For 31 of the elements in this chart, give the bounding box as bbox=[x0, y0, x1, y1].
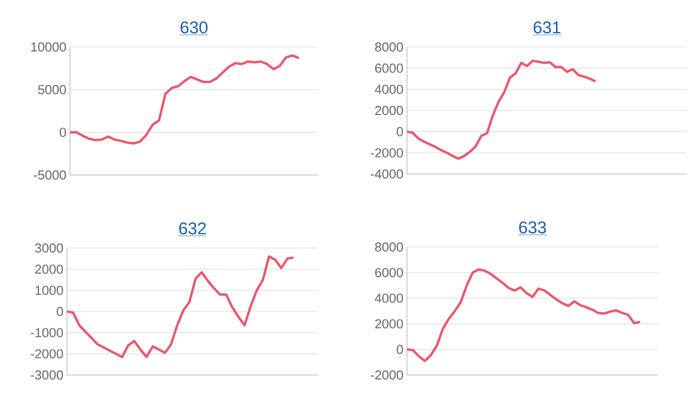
y-tick-label: -1000 bbox=[30, 328, 63, 338]
y-tick-label: 0 bbox=[56, 306, 63, 316]
y-tick-label: -3000 bbox=[30, 370, 63, 380]
y-tick-label: 8000 bbox=[375, 242, 403, 252]
line-series bbox=[406, 268, 642, 362]
y-tick-label: -2000 bbox=[370, 148, 403, 158]
y-tick-label: 8000 bbox=[375, 42, 403, 52]
y-tick-label: 1000 bbox=[36, 286, 63, 295]
y-tick-label: 4000 bbox=[374, 294, 403, 303]
y-tick-label: 0 bbox=[60, 128, 66, 137]
y-tick-label: -2000 bbox=[30, 349, 63, 358]
y-tick-label: 2000 bbox=[375, 319, 403, 328]
y-tick-label: -4000 bbox=[370, 169, 403, 179]
y-tick-label: 5000 bbox=[38, 85, 66, 94]
y-tick-label: 2000 bbox=[35, 264, 63, 274]
line-series bbox=[66, 255, 295, 358]
y-tick-label: 2000 bbox=[375, 106, 403, 116]
chart-title: 632 bbox=[179, 222, 206, 234]
y-tick-label: 4000 bbox=[374, 84, 403, 94]
y-tick-label: 0 bbox=[396, 127, 403, 136]
y-tick-label: -5000 bbox=[34, 170, 66, 180]
y-tick-label: -2000 bbox=[370, 370, 403, 380]
chart-title: 633 bbox=[519, 221, 546, 234]
y-tick-label: 10000 bbox=[31, 42, 66, 52]
y-tick-label: 0 bbox=[396, 344, 403, 354]
y-tick-label: 6000 bbox=[375, 64, 403, 73]
line-series bbox=[406, 60, 597, 160]
y-tick-label: 3000 bbox=[35, 243, 63, 253]
y-tick-label: 6000 bbox=[375, 268, 403, 278]
chart-title: 630 bbox=[180, 21, 208, 34]
chart-title: 631 bbox=[534, 21, 560, 34]
